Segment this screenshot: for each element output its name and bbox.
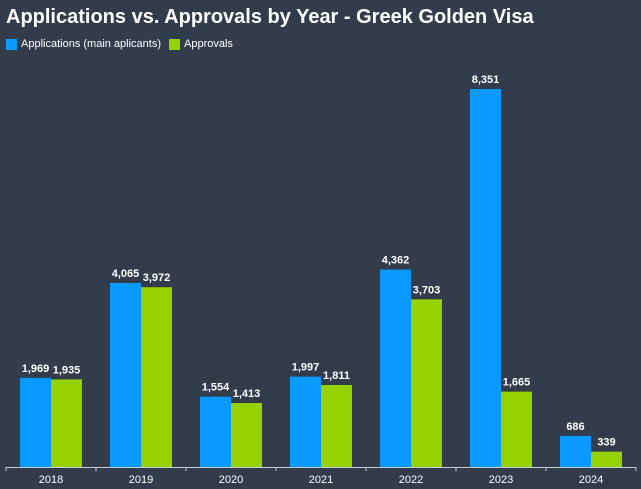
legend-label-applications: Applications (main aplicants)	[21, 38, 162, 50]
bar-applications-2024	[560, 435, 591, 467]
legend-item-applications[interactable]: Applications (main aplicants)	[6, 38, 161, 50]
x-tick-label-2020: 2020	[219, 474, 243, 486]
data-label-applications-2024: 686	[566, 421, 584, 433]
data-label-applications-2019: 4,065	[112, 268, 140, 280]
x-tick-label-2022: 2022	[399, 474, 423, 486]
bar-applications-2020	[200, 396, 231, 467]
data-label-approvals-2019: 3,972	[143, 272, 171, 284]
bar-applications-2021	[290, 376, 321, 467]
data-label-applications-2020: 1,554	[202, 382, 230, 394]
bar-approvals-2022	[411, 299, 442, 467]
data-label-approvals-2024: 339	[597, 437, 615, 449]
data-label-approvals-2020: 1,413	[233, 388, 261, 400]
data-label-applications-2018: 1,969	[22, 363, 50, 375]
bar-applications-2023	[470, 89, 501, 467]
legend-swatch-applications	[6, 38, 17, 50]
data-label-approvals-2021: 1,811	[323, 370, 350, 382]
data-label-applications-2023: 8,351	[472, 74, 500, 86]
bar-approvals-2019	[141, 287, 172, 467]
bar-approvals-2024	[591, 451, 622, 467]
legend-label-approvals: Approvals	[184, 38, 233, 50]
x-tick-label-2018: 2018	[39, 474, 63, 486]
bar-approvals-2023	[501, 391, 532, 467]
x-tick-label-2024: 2024	[579, 474, 603, 486]
data-label-applications-2022: 4,362	[382, 255, 410, 267]
data-label-applications-2021: 1,997	[292, 362, 320, 374]
bar-applications-2018	[20, 377, 51, 467]
x-tick-label-2019: 2019	[129, 474, 153, 486]
chart-legend: Applications (main aplicants) Approvals	[6, 38, 241, 50]
bar-approvals-2020	[231, 403, 262, 467]
data-label-approvals-2023: 1,665	[503, 377, 531, 389]
bar-applications-2022	[380, 269, 411, 467]
data-label-approvals-2022: 3,703	[413, 284, 441, 296]
chart-title: Applications vs. Approvals by Year - Gre…	[6, 6, 534, 28]
bar-approvals-2018	[51, 379, 82, 467]
legend-swatch-approvals	[169, 38, 181, 50]
bar-applications-2019	[110, 283, 141, 467]
data-label-approvals-2018: 1,935	[53, 364, 81, 376]
x-tick-label-2021: 2021	[309, 474, 333, 486]
legend-item-approvals[interactable]: Approvals	[169, 38, 233, 50]
bar-approvals-2021	[321, 385, 352, 467]
x-tick-label-2023: 2023	[489, 474, 513, 486]
